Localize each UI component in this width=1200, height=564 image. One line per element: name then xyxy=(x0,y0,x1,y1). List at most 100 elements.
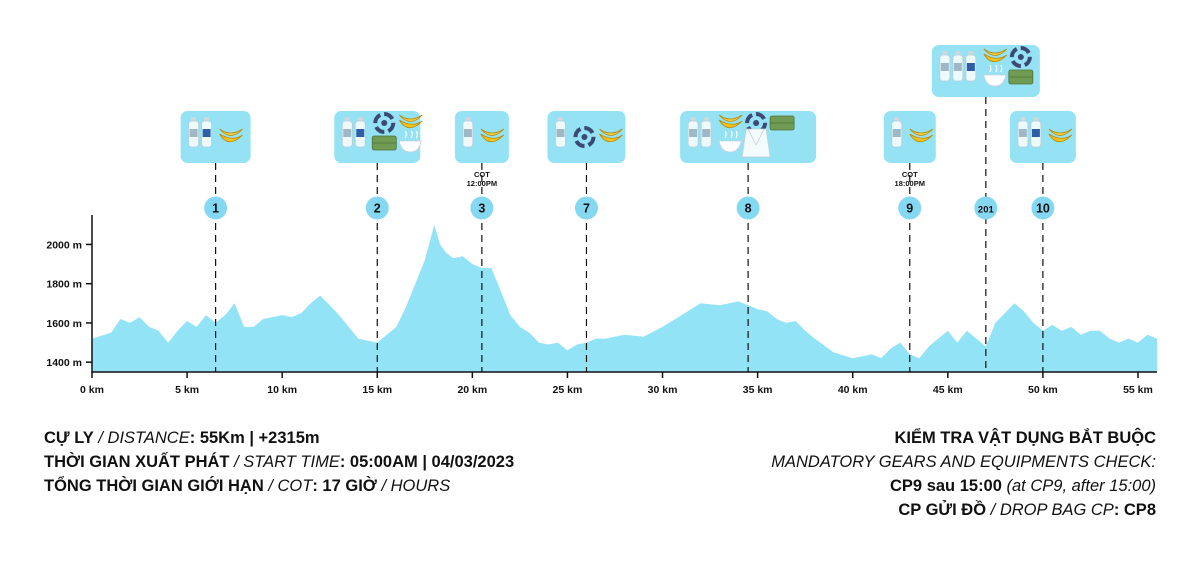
bottle-cap xyxy=(942,51,948,55)
bottle-label xyxy=(556,129,565,137)
checkpoint-1: 1 xyxy=(180,111,251,372)
water-bottle-icon xyxy=(939,51,951,82)
water-bottle-icon xyxy=(700,117,712,148)
banana-shape xyxy=(983,48,1008,56)
checkpoint-marker xyxy=(736,196,760,220)
drop-bag-line: CP GỬI ĐỒ / DROP BAG CP: CP8 xyxy=(898,501,1156,519)
bottle-label xyxy=(689,129,698,137)
banana-shape xyxy=(909,133,934,143)
cot-label: COT xyxy=(902,170,918,179)
checkpoint-7: 7 xyxy=(547,111,626,372)
cot-line: TỔNG THỜI GIAN GIỚI HẠN / COT: 17 GIỜ / … xyxy=(44,477,451,495)
checkpoint-marker xyxy=(574,196,598,220)
bottle-cap xyxy=(191,117,197,121)
x-tick-label: 50 km xyxy=(1028,384,1058,396)
bottle-cap xyxy=(968,51,974,55)
y-tick-label: 1600 m xyxy=(46,318,82,330)
bowl-steam xyxy=(989,64,1003,73)
checkpoint-marker xyxy=(898,196,922,220)
water-bottle-labeled-icon xyxy=(1030,117,1042,148)
checkpoint-marker xyxy=(204,196,228,220)
bottle-label xyxy=(1031,129,1040,137)
sticky-rice-icon xyxy=(371,135,397,151)
electrolyte-swirl-icon xyxy=(373,112,396,134)
bottle-cap xyxy=(344,117,350,121)
gear-check-title: KIỂM TRA VẬT DỤNG BẮT BUỘC xyxy=(894,429,1156,447)
bag-cord xyxy=(747,128,765,146)
noodle-bowl-icon xyxy=(983,64,1007,87)
swirl-center xyxy=(381,120,388,126)
checkpoint-number: 2 xyxy=(374,202,381,216)
bottle-label xyxy=(343,129,352,137)
bottle-cap xyxy=(690,117,696,121)
bottle-label xyxy=(940,63,949,71)
cot-label: 12:00PM xyxy=(467,179,497,188)
checkpoint-number: 201 xyxy=(978,205,995,216)
sticky-rice-icon xyxy=(769,115,795,131)
swirl-center xyxy=(1017,54,1024,60)
checkpoint-marker xyxy=(974,196,998,220)
distance-line: CỰ LY / DISTANCE: 55Km | +2315m xyxy=(44,429,320,447)
drop-bag-icon xyxy=(741,128,771,158)
banana-icon xyxy=(219,128,243,143)
y-tick-label: 1400 m xyxy=(46,357,82,369)
banana-shape xyxy=(599,133,623,143)
bowl-shape xyxy=(983,74,1007,87)
electrolyte-swirl-icon xyxy=(1009,46,1032,68)
water-bottle-icon xyxy=(891,117,903,148)
banana-icon xyxy=(718,114,743,129)
checkpoint-2: 2 xyxy=(334,111,423,372)
bottle-cap xyxy=(894,117,900,121)
water-bottle-icon xyxy=(341,117,353,148)
bottle-cap xyxy=(204,117,210,121)
banana-icon xyxy=(398,114,423,129)
noodle-bowl-icon xyxy=(398,130,422,153)
water-bottle-labeled-icon xyxy=(201,117,213,148)
x-tick-label: 20 km xyxy=(457,384,487,396)
banana-shape xyxy=(1048,128,1073,136)
bowl-steam xyxy=(724,130,738,139)
swirl-center xyxy=(753,120,760,126)
swirl-ring xyxy=(1009,46,1032,68)
checkpoint-number: 10 xyxy=(1036,202,1050,216)
banana-shape xyxy=(398,119,423,129)
banana-shape xyxy=(909,128,934,136)
x-tick-label: 35 km xyxy=(743,384,773,396)
x-tick-label: 30 km xyxy=(648,384,678,396)
bottle-cap xyxy=(357,117,363,121)
banana-shape xyxy=(480,133,505,143)
water-bottle-icon xyxy=(687,117,699,148)
bottle-label xyxy=(189,129,198,137)
gear-check-cp: CP9 sau 15:00 (at CP9, after 15:00) xyxy=(890,477,1156,495)
race-info: CỰ LY / DISTANCE: 55Km | +2315m THỜI GIA… xyxy=(44,426,514,498)
bottle-cap xyxy=(557,117,563,121)
bottle-cap xyxy=(955,51,961,55)
water-bottle-icon xyxy=(952,51,964,82)
swirl-ring xyxy=(373,112,396,134)
bottle-label xyxy=(463,129,472,137)
elevation-chart: 1400 m 1600 m 1800 m 2000 m 0 km 5 km 10 km 15 … xyxy=(46,45,1157,396)
cot-label: COT xyxy=(474,170,490,179)
swirl-ring xyxy=(573,126,596,148)
water-bottle-icon xyxy=(188,117,200,148)
bottle-label xyxy=(892,129,901,137)
bottle-cap xyxy=(465,117,471,121)
banana-icon xyxy=(983,48,1008,63)
checkpoint-8: 8 xyxy=(680,111,817,372)
banana-shape xyxy=(219,128,243,136)
water-bottle-labeled-icon xyxy=(354,117,366,148)
water-bottle-icon xyxy=(555,117,566,148)
bottle-cap xyxy=(1033,117,1039,121)
x-tick-label: 0 km xyxy=(80,384,104,396)
banana-shape xyxy=(983,53,1008,63)
water-bottle-icon xyxy=(1017,117,1029,148)
y-tick-label: 2000 m xyxy=(46,239,82,251)
bottle-label xyxy=(202,129,211,137)
checkpoint-number: 1 xyxy=(212,202,219,216)
x-tick-label: 25 km xyxy=(553,384,583,396)
bag-shape xyxy=(741,128,771,158)
checkpoint-10: 10 xyxy=(1009,111,1076,372)
x-tick-label: 10 km xyxy=(267,384,297,396)
bottle-label xyxy=(702,129,711,137)
x-tick-label: 15 km xyxy=(362,384,392,396)
